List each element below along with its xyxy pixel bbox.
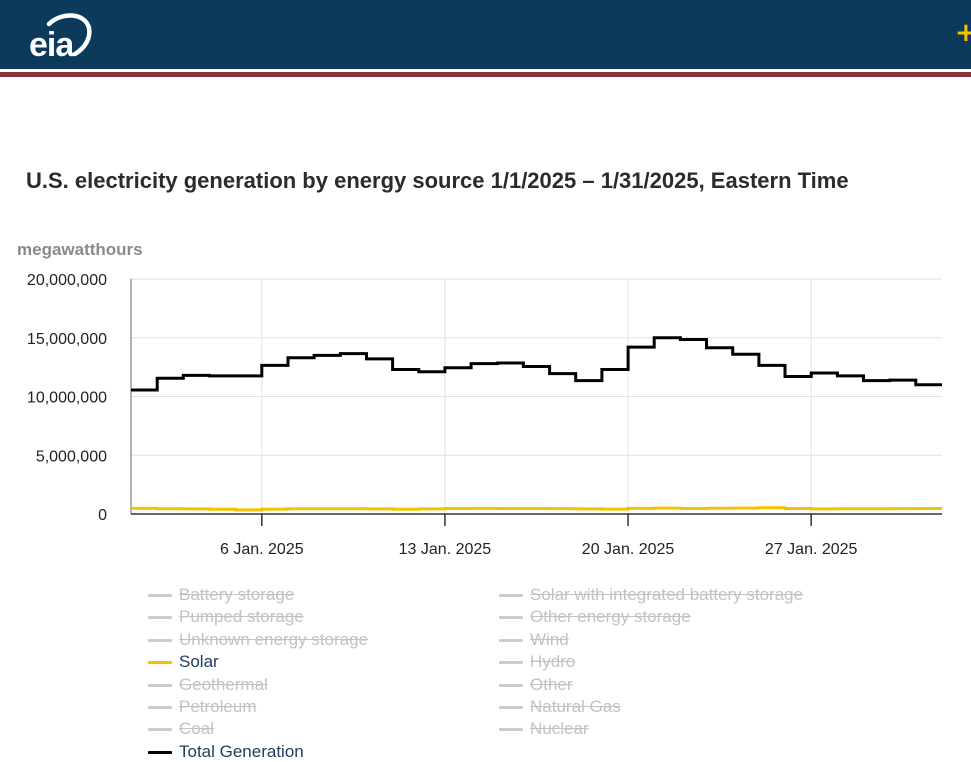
y-tick-label: 20,000,000: [27, 272, 107, 289]
legend-label: Nuclear: [530, 719, 589, 739]
legend-swatch: [148, 616, 172, 620]
legend-swatch: [148, 594, 172, 597]
legend-label: Solar: [179, 652, 219, 672]
legend-label: Unknown energy storage: [179, 629, 369, 649]
legend-label: Other energy storage: [530, 607, 691, 627]
legend-swatch: [148, 728, 172, 732]
legend-swatch: [499, 683, 523, 687]
legend-swatch: [499, 728, 523, 732]
x-tick-label: 20 Jan. 2025: [582, 541, 675, 558]
x-tick-label: 27 Jan. 2025: [765, 541, 858, 558]
legend-swatch: [499, 616, 523, 620]
legend-label: Natural Gas: [530, 697, 621, 716]
legend-label: Solar with integrated battery storage: [530, 585, 804, 604]
legend-label: Battery storage: [179, 585, 295, 604]
logo-swoosh-icon: [46, 13, 92, 57]
legend-label: Pumped storage: [179, 607, 304, 627]
legend-label: Total Generation: [179, 741, 304, 761]
legend-swatch: [148, 638, 172, 642]
chart-title: U.S. electricity generation by energy so…: [26, 168, 849, 193]
legend-swatch: [148, 750, 172, 754]
legend-label: Other: [530, 674, 573, 694]
legend-label: Hydro: [530, 652, 576, 672]
legend-label: Coal: [179, 719, 214, 739]
y-axis-unit-label: megawatthours: [17, 240, 143, 259]
legend-swatch: [499, 594, 523, 597]
x-tick-label: 13 Jan. 2025: [399, 541, 492, 558]
legend-swatch: [148, 661, 172, 665]
legend-swatch: [499, 638, 523, 642]
y-tick-label: 10,000,000: [27, 390, 107, 407]
series-line-solar: [131, 506, 942, 512]
y-tick-label: 0: [98, 507, 107, 524]
y-tick-label: 5,000,000: [36, 448, 107, 465]
legend-swatch: [148, 706, 172, 709]
legend-swatch: [148, 683, 172, 687]
logo-text: eia: [29, 26, 74, 64]
legend-swatch: [499, 661, 523, 665]
legend-swatch: [499, 706, 523, 709]
series-line-total-generation: [131, 336, 942, 392]
x-tick-label: 6 Jan. 2025: [220, 541, 304, 558]
site-header: eia +: [0, 0, 971, 69]
legend-label: Geothermal: [179, 674, 268, 694]
eia-logo[interactable]: eia: [27, 10, 97, 64]
legend-label: Petroleum: [179, 697, 257, 716]
legend-label: Wind: [530, 629, 569, 649]
y-tick-label: 15,000,000: [27, 331, 107, 348]
expand-plus-icon[interactable]: +: [955, 18, 971, 48]
header-divider: [0, 69, 971, 79]
